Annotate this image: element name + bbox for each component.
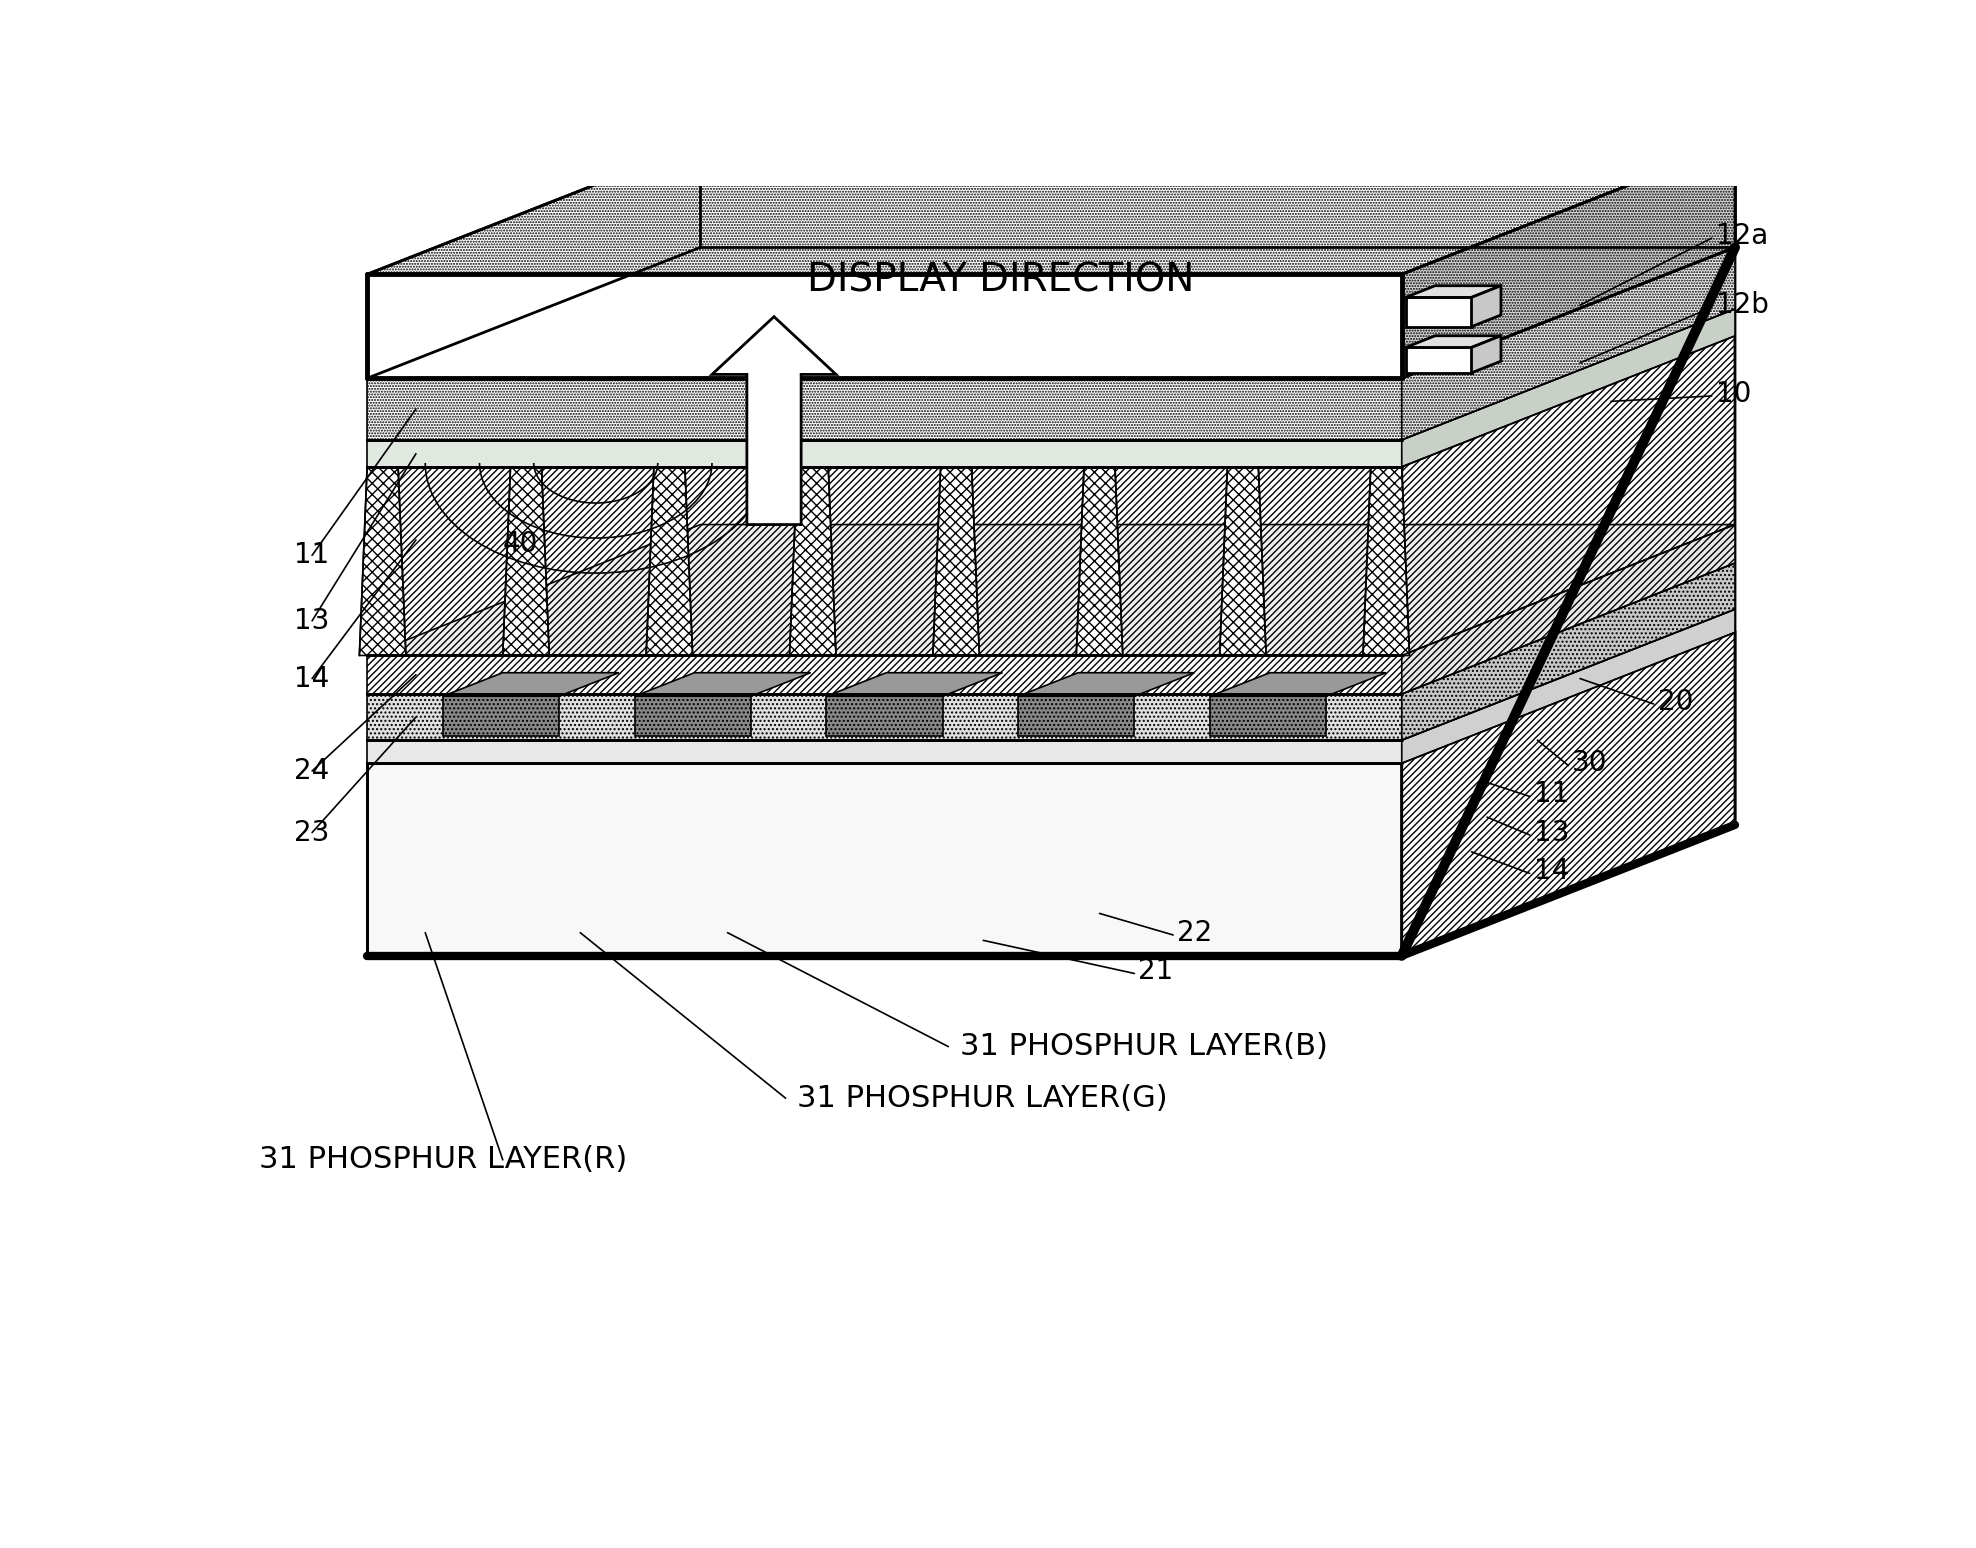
Polygon shape: [502, 467, 549, 655]
Text: 13: 13: [294, 607, 328, 635]
Polygon shape: [796, 438, 901, 467]
Text: 30: 30: [1573, 749, 1608, 777]
Polygon shape: [1405, 297, 1472, 327]
Text: 21: 21: [1138, 957, 1174, 985]
Polygon shape: [368, 310, 1735, 440]
Polygon shape: [1259, 467, 1371, 655]
Polygon shape: [368, 763, 1401, 955]
Polygon shape: [360, 467, 405, 655]
Text: 31 PHOSPHUR LAYER(R): 31 PHOSPHUR LAYER(R): [259, 1146, 626, 1175]
Polygon shape: [368, 655, 1401, 694]
Polygon shape: [1219, 467, 1267, 655]
Polygon shape: [368, 633, 1735, 763]
Text: 20: 20: [1658, 687, 1693, 715]
Polygon shape: [828, 467, 941, 655]
Polygon shape: [634, 697, 751, 737]
Polygon shape: [368, 378, 1401, 440]
Text: 23: 23: [294, 819, 328, 847]
Polygon shape: [1401, 563, 1735, 740]
Polygon shape: [368, 144, 1735, 274]
Polygon shape: [1401, 633, 1735, 955]
Polygon shape: [1114, 438, 1300, 467]
Polygon shape: [972, 438, 1158, 467]
Polygon shape: [397, 467, 510, 655]
Polygon shape: [1227, 438, 1332, 467]
Polygon shape: [1209, 697, 1326, 737]
Polygon shape: [1018, 697, 1134, 737]
Polygon shape: [646, 467, 694, 655]
Text: 12a: 12a: [1715, 221, 1769, 249]
Text: 14: 14: [294, 664, 328, 692]
Polygon shape: [1363, 467, 1409, 655]
Polygon shape: [1401, 525, 1735, 694]
Polygon shape: [972, 467, 1085, 655]
Text: 24: 24: [294, 757, 328, 785]
Polygon shape: [1401, 610, 1735, 763]
Polygon shape: [368, 525, 1735, 655]
Text: 22: 22: [1178, 918, 1211, 947]
Polygon shape: [443, 673, 618, 697]
Text: 10: 10: [1715, 379, 1751, 407]
Polygon shape: [826, 673, 1002, 697]
Polygon shape: [510, 438, 615, 467]
Polygon shape: [368, 274, 1401, 378]
Polygon shape: [368, 248, 1735, 378]
Polygon shape: [1401, 144, 1735, 378]
Polygon shape: [1401, 248, 1735, 955]
Text: 11: 11: [294, 542, 328, 570]
Polygon shape: [1077, 467, 1122, 655]
Polygon shape: [368, 440, 1401, 467]
Polygon shape: [711, 317, 836, 525]
Polygon shape: [941, 438, 1045, 467]
Polygon shape: [368, 610, 1735, 740]
Polygon shape: [1405, 336, 1502, 347]
Polygon shape: [1114, 467, 1227, 655]
Polygon shape: [368, 563, 1735, 694]
Text: 31 PHOSPHUR LAYER(G): 31 PHOSPHUR LAYER(G): [796, 1084, 1168, 1113]
Polygon shape: [1018, 673, 1194, 697]
Polygon shape: [1472, 286, 1502, 327]
Text: 13: 13: [1533, 819, 1569, 847]
Polygon shape: [368, 438, 472, 467]
Text: 14: 14: [1533, 858, 1569, 885]
Polygon shape: [686, 467, 796, 655]
Polygon shape: [654, 438, 759, 467]
Text: 40: 40: [502, 529, 537, 557]
Polygon shape: [828, 438, 1014, 467]
Polygon shape: [443, 697, 559, 737]
Polygon shape: [686, 438, 871, 467]
Polygon shape: [541, 438, 727, 467]
Polygon shape: [634, 673, 810, 697]
Polygon shape: [1371, 438, 1474, 467]
Polygon shape: [368, 740, 1401, 763]
Polygon shape: [541, 467, 654, 655]
Polygon shape: [1209, 673, 1387, 697]
Polygon shape: [826, 697, 943, 737]
Polygon shape: [397, 438, 583, 467]
Polygon shape: [1472, 336, 1502, 373]
Polygon shape: [790, 467, 836, 655]
Text: 11: 11: [1533, 780, 1569, 808]
Text: 12b: 12b: [1715, 291, 1769, 319]
Polygon shape: [1401, 248, 1735, 440]
Polygon shape: [933, 467, 980, 655]
Polygon shape: [1405, 286, 1502, 297]
Polygon shape: [1405, 347, 1472, 373]
Text: 31 PHOSPHUR LAYER(B): 31 PHOSPHUR LAYER(B): [960, 1033, 1328, 1060]
Polygon shape: [1259, 438, 1444, 467]
Polygon shape: [1085, 438, 1188, 467]
Polygon shape: [1401, 310, 1735, 467]
Polygon shape: [368, 694, 1401, 740]
Text: DISPLAY DIRECTION: DISPLAY DIRECTION: [808, 262, 1195, 299]
